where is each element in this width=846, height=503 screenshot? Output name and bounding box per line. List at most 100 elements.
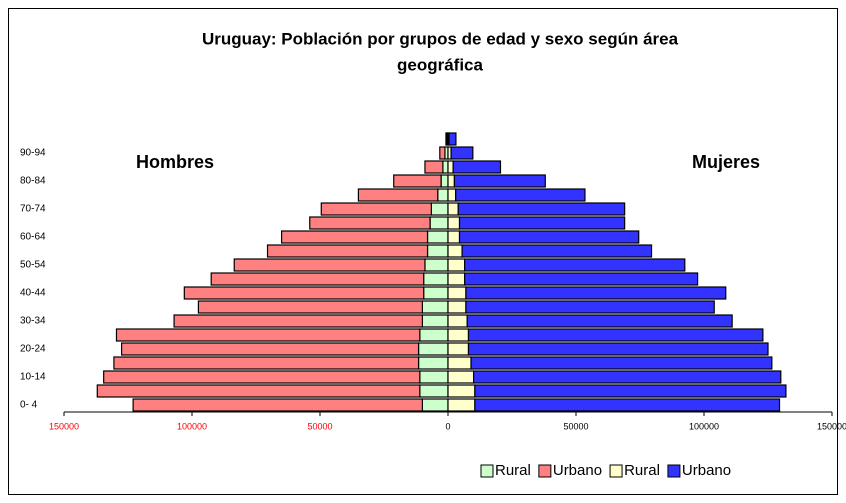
bar: [281, 230, 429, 244]
bar: [419, 370, 449, 384]
bar: [447, 384, 476, 398]
bar: [465, 286, 727, 300]
legend-label: Urbano: [553, 462, 602, 479]
bar: [474, 398, 781, 412]
y-tick-label: 80-84: [20, 176, 46, 187]
y-tick-label: 40-44: [20, 288, 46, 299]
x-tick-label: 100000: [177, 421, 207, 431]
bar: [442, 160, 449, 174]
chart-title: geográfica: [397, 55, 484, 74]
bar: [439, 146, 446, 160]
bar: [467, 342, 769, 356]
bar: [426, 230, 449, 244]
y-tick-label: 70-74: [20, 204, 46, 215]
bar: [357, 188, 439, 202]
bar: [447, 370, 475, 384]
bar: [421, 314, 449, 328]
annotation: Mujeres: [692, 152, 760, 172]
bar: [113, 356, 420, 370]
bar: [423, 286, 449, 300]
bar: [464, 258, 686, 272]
legend-swatch: [480, 464, 494, 478]
bar: [423, 272, 449, 286]
bar: [447, 230, 461, 244]
bar: [429, 216, 449, 230]
bar: [417, 342, 449, 356]
bar: [447, 314, 468, 328]
bar: [424, 160, 444, 174]
bar: [421, 398, 449, 412]
bar: [474, 384, 787, 398]
legend-label: Rural: [495, 462, 531, 479]
bar: [393, 174, 442, 188]
x-tick-label: 50000: [307, 421, 332, 431]
bar: [417, 356, 449, 370]
bar: [466, 314, 733, 328]
bar: [447, 216, 461, 230]
bar: [115, 328, 421, 342]
bar: [447, 202, 459, 216]
bar: [470, 356, 773, 370]
bar: [430, 202, 449, 216]
bar: [447, 244, 463, 258]
chart-title: Uruguay: Población por grupos de edad y …: [202, 29, 679, 48]
x-tick-label: 100000: [689, 421, 719, 431]
bar: [132, 398, 423, 412]
x-tick-label: 150000: [49, 421, 79, 431]
bar: [447, 342, 470, 356]
bar: [210, 272, 425, 286]
bar: [447, 188, 457, 202]
annotation: Hombres: [136, 152, 214, 172]
y-tick-label: 50-54: [20, 260, 46, 271]
bar: [461, 244, 653, 258]
bar: [426, 244, 449, 258]
bar: [453, 174, 546, 188]
y-tick-label: 90-94: [20, 148, 46, 159]
bar: [447, 160, 454, 174]
bar: [320, 202, 432, 216]
legend-swatch: [667, 464, 681, 478]
bar: [447, 258, 466, 272]
bar: [197, 300, 423, 314]
bar: [266, 244, 429, 258]
bar: [309, 216, 431, 230]
bar: [103, 370, 421, 384]
bar: [445, 132, 448, 146]
legend-label: Urbano: [682, 462, 731, 479]
x-tick-label: 50000: [563, 421, 588, 431]
bar: [120, 342, 420, 356]
bar: [447, 398, 476, 412]
legend-label: Rural: [624, 462, 660, 479]
bar: [447, 272, 466, 286]
bar: [447, 174, 456, 188]
y-tick-label: 20-24: [20, 344, 46, 355]
bar: [173, 314, 424, 328]
bar: [96, 384, 421, 398]
bar: [447, 328, 470, 342]
bar: [467, 328, 764, 342]
bar: [452, 160, 502, 174]
bar: [458, 230, 640, 244]
bar: [183, 286, 425, 300]
bar: [447, 356, 472, 370]
bar: [421, 300, 449, 314]
bar: [447, 286, 467, 300]
bar: [419, 328, 449, 342]
bar: [455, 188, 586, 202]
bar: [440, 174, 449, 188]
bar: [233, 258, 426, 272]
bar: [448, 132, 457, 146]
legend-swatch: [538, 464, 552, 478]
bar: [465, 300, 715, 314]
bar: [458, 216, 626, 230]
x-tick-label: 0: [445, 421, 450, 431]
y-tick-label: 30-34: [20, 316, 46, 327]
y-tick-label: 0- 4: [20, 400, 38, 411]
bar: [447, 300, 467, 314]
bar: [419, 384, 449, 398]
x-tick-label: 150000: [817, 421, 846, 431]
bar: [450, 146, 474, 160]
legend-swatch: [609, 464, 623, 478]
bar: [464, 272, 699, 286]
bar: [473, 370, 782, 384]
